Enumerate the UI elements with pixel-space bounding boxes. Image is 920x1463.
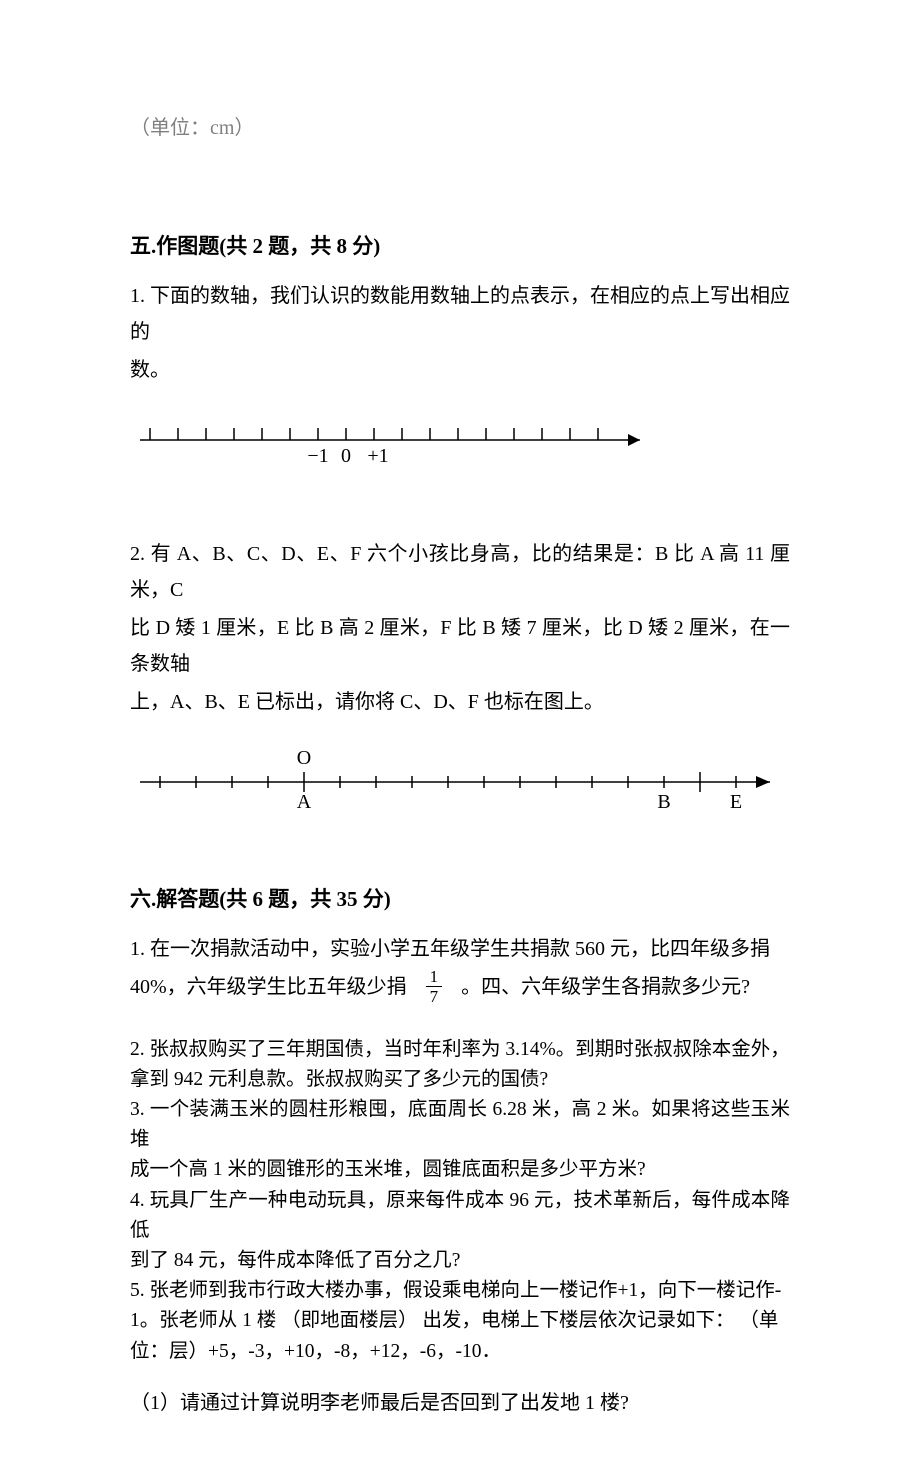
fraction-1-over-7: 1 7 (426, 968, 443, 1005)
s6-q5-line2: 1。张老师从 1 楼 （即地面楼层） 出发，电梯上下楼层依次记录如下： （单 (130, 1306, 790, 1336)
numline1-label-neg1: −1 (307, 445, 328, 467)
unit-note: （单位：cm） (130, 110, 790, 146)
s6-q1-line2-prefix: 40%，六年级学生比五年级少捐 (130, 976, 407, 998)
s5-q2-line1: 2. 有 A、B、C、D、E、F 六个小孩比身高，比的结果是：B 比 A 高 1… (130, 536, 790, 608)
s5-q2-line3: 上，A、B、E 已标出，请你将 C、D、F 也标在图上。 (130, 684, 790, 720)
numline2-label-O: O (297, 747, 311, 769)
s5-q2-line2: 比 D 矮 1 厘米，E 比 B 高 2 厘米，F 比 B 矮 7 厘米，比 D… (130, 610, 790, 682)
section5-heading: 五.作图题(共 2 题，共 8 分) (130, 228, 790, 266)
fraction-denominator: 7 (426, 986, 443, 1005)
s6-q5-line3: 位：层）+5，-3，+10，-8，+12，-6，-10． (130, 1337, 790, 1367)
numline1-label-pos1: +1 (367, 445, 388, 467)
s6-q4-line2: 到了 84 元，每件成本降低了百分之几? (130, 1246, 790, 1276)
s6-q2-line1: 2. 张叔叔购买了三年期国债，当时年利率为 3.14%。到期时张叔叔除本金外， (130, 1035, 790, 1065)
s5-q1-line2: 数。 (130, 352, 790, 388)
s6-q1-line2: 40%，六年级学生比五年级少捐 1 7 。四、六年级学生各捐款多少元? (130, 969, 790, 1007)
section6-heading: 六.解答题(共 6 题，共 35 分) (130, 881, 790, 919)
s6-q5-sub1: （1）请通过计算说明李老师最后是否回到了出发地 1 楼? (130, 1385, 790, 1421)
s6-q4-line1: 4. 玩具厂生产一种电动玩具，原来每件成本 96 元，技术革新后，每件成本降低 (130, 1186, 790, 1246)
s6-q2-line2: 拿到 942 元利息款。张叔叔购买了多少元的国债? (130, 1065, 790, 1095)
numline2-label-A: A (297, 791, 312, 813)
number-line-1-figure: −1 0 +1 (130, 410, 790, 492)
fraction-numerator: 1 (426, 968, 443, 986)
s5-q1-line1: 1. 下面的数轴，我们认识的数能用数轴上的点表示，在相应的点上写出相应的 (130, 278, 790, 350)
s6-q3-line2: 成一个高 1 米的圆锥形的玉米堆，圆锥底面积是多少平方米? (130, 1155, 790, 1185)
numline1-label-0: 0 (341, 445, 351, 467)
number-line-2-figure: O A B E (130, 742, 790, 826)
numline2-label-B: B (657, 791, 670, 813)
s6-q1-line2-suffix: 。四、六年级学生各捐款多少元? (461, 976, 750, 998)
numline2-label-E: E (730, 791, 742, 813)
s6-q1-line1: 1. 在一次捐款活动中，实验小学五年级学生共捐款 560 元，比四年级多捐 (130, 931, 790, 967)
s6-q3-line1: 3. 一个装满玉米的圆柱形粮囤，底面周长 6.28 米，高 2 米。如果将这些玉… (130, 1095, 790, 1155)
